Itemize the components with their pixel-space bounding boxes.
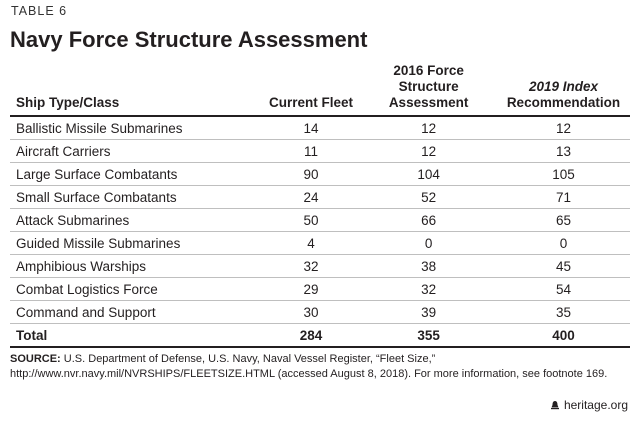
fsa-2016-cell: 66 (360, 208, 497, 232)
index-2019-cell: 65 (496, 208, 630, 232)
fsa-2016-cell: 39 (360, 300, 497, 324)
total-2019-index: 400 (496, 323, 630, 348)
table-row: Ballistic Missile Submarines 14 12 12 (10, 116, 630, 140)
total-2016-fsa: 355 (360, 323, 497, 348)
index-2019-cell: 13 (496, 139, 630, 163)
index-2019-cell: 12 (496, 116, 630, 140)
source-note: SOURCE: U.S. Department of Defense, U.S.… (10, 352, 610, 382)
table-row: Aircraft Carriers 11 12 13 (10, 139, 630, 163)
table-row: Attack Submarines 50 66 65 (10, 208, 630, 232)
table-row: Combat Logistics Force 29 32 54 (10, 277, 630, 301)
source-text: U.S. Department of Defense, U.S. Navy, N… (10, 353, 608, 380)
fsa-2016-cell: 38 (360, 254, 497, 278)
fsa-2016-cell: 104 (360, 162, 497, 186)
table-row: Command and Support 30 39 35 (10, 300, 630, 324)
current-fleet-cell: 29 (207, 277, 361, 301)
fsa-2016-cell: 12 (360, 139, 497, 163)
index-2019-cell: 35 (496, 300, 630, 324)
total-current-fleet: 284 (207, 323, 361, 348)
current-fleet-cell: 30 (207, 300, 361, 324)
ship-type-cell: Small Surface Combatants (10, 185, 208, 209)
index-2019-cell: 45 (496, 254, 630, 278)
column-header-ship-type: Ship Type/Class (10, 60, 208, 117)
ship-type-cell: Command and Support (10, 300, 208, 324)
column-header-2016-fsa-text: 2016 Force Structure Assessment (388, 63, 469, 110)
heritage-logo: heritage.org (550, 398, 628, 412)
table-body: Ballistic Missile Submarines 14 12 12 Aircra… (10, 116, 630, 324)
ship-type-cell: Guided Missile Submarines (10, 231, 208, 255)
logo-text: heritage.org (563, 398, 628, 412)
current-fleet-cell: 14 (207, 116, 361, 140)
page-title: Navy Force Structure Assessment (10, 27, 368, 52)
table-header-row: Ship Type/Class Current Fleet 2016 Force… (10, 60, 630, 117)
index-2019-cell: 0 (496, 231, 630, 255)
table-row: Guided Missile Submarines 4 0 0 (10, 231, 630, 255)
table-label: TABLE 6 (11, 4, 68, 18)
index-2019-cell: 54 (496, 277, 630, 301)
table-row: Small Surface Combatants 24 52 71 (10, 185, 630, 209)
fsa-2016-cell: 52 (360, 185, 497, 209)
source-label: SOURCE: (10, 353, 61, 365)
ship-type-cell: Aircraft Carriers (10, 139, 208, 163)
column-header-2019-index: 2019 Index Recommendation (496, 60, 630, 117)
current-fleet-cell: 11 (207, 139, 361, 163)
bell-icon (550, 401, 559, 410)
force-structure-table: Ship Type/Class Current Fleet 2016 Force… (10, 60, 630, 348)
column-header-current-fleet: Current Fleet (207, 60, 361, 117)
column-header-2016-fsa: 2016 Force Structure Assessment (360, 60, 497, 117)
table-header: Ship Type/Class Current Fleet 2016 Force… (10, 60, 630, 117)
ship-type-cell: Combat Logistics Force (10, 277, 208, 301)
total-row: Total 284 355 400 (10, 323, 630, 348)
table-row: Large Surface Combatants 90 104 105 (10, 162, 630, 186)
column-header-2019-index-italic: 2019 Index (528, 79, 598, 94)
current-fleet-cell: 32 (207, 254, 361, 278)
current-fleet-cell: 24 (207, 185, 361, 209)
index-2019-cell: 71 (496, 185, 630, 209)
current-fleet-cell: 50 (207, 208, 361, 232)
ship-type-cell: Amphibious Warships (10, 254, 208, 278)
fsa-2016-cell: 12 (360, 116, 497, 140)
ship-type-cell: Attack Submarines (10, 208, 208, 232)
ship-type-cell: Ballistic Missile Submarines (10, 116, 208, 140)
fsa-2016-cell: 32 (360, 277, 497, 301)
fsa-2016-cell: 0 (360, 231, 497, 255)
current-fleet-cell: 4 (207, 231, 361, 255)
table-row: Amphibious Warships 32 38 45 (10, 254, 630, 278)
ship-type-cell: Large Surface Combatants (10, 162, 208, 186)
index-2019-cell: 105 (496, 162, 630, 186)
column-header-2019-index-rest: Recommendation (506, 95, 621, 110)
force-structure-table-container: Ship Type/Class Current Fleet 2016 Force… (10, 60, 630, 348)
table-footer: Total 284 355 400 (10, 323, 630, 348)
total-label: Total (10, 323, 208, 348)
current-fleet-cell: 90 (207, 162, 361, 186)
